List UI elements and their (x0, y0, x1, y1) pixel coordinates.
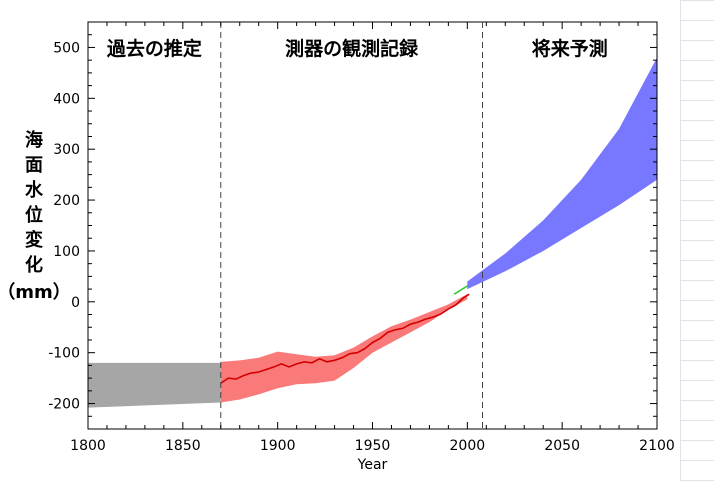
y-tick-label: 200 (53, 193, 80, 209)
section-label-1: 測器の観測記録 (285, 37, 419, 60)
x-axis-title: Year (357, 457, 388, 473)
section-label-2: 将来予測 (532, 37, 608, 60)
x-tick-label: 2000 (450, 438, 486, 454)
y-axis-title-char: 変 (25, 229, 43, 251)
y-axis-title-char: 化 (25, 254, 43, 276)
y-tick-label: 300 (53, 142, 80, 158)
series-band-1 (220, 294, 468, 403)
x-tick-label: 1800 (70, 438, 106, 454)
y-axis-title-char: 水 (25, 179, 44, 201)
y-axis-title-char: 面 (25, 155, 43, 176)
y-tick-label: -200 (48, 397, 80, 413)
x-tick-label: 2100 (639, 438, 675, 454)
y-tick-label: 400 (53, 91, 80, 107)
y-axis-title-unit: （mm） (0, 282, 71, 303)
x-tick-label: 1950 (355, 438, 391, 454)
x-tick-label: 1900 (260, 438, 296, 454)
section-label-0: 過去の推定 (107, 37, 202, 60)
y-tick-label: 100 (53, 244, 80, 260)
x-tick-label: 1850 (165, 438, 201, 454)
y-axis-title-char: 海 (25, 129, 43, 151)
series-layer (88, 57, 657, 408)
y-axis-title-char: 位 (25, 204, 43, 226)
series-band-0 (88, 362, 221, 408)
y-tick-label: 500 (53, 40, 80, 56)
spreadsheet-background-grid (680, 0, 714, 481)
axis-layer: 1800 1850 1900 1950 2000 2050 2100 -200 -100 0 100… (48, 21, 675, 454)
section-label-layer: 過去の推定 測器の観測記録 将来予測 (107, 37, 608, 60)
series-band-4 (467, 57, 657, 290)
y-tick-label: -100 (48, 346, 80, 362)
divider-layer (220, 22, 484, 429)
x-tick-label: 2050 (544, 438, 580, 454)
y-tick-label: 0 (71, 295, 80, 311)
series-line-2 (220, 293, 470, 384)
